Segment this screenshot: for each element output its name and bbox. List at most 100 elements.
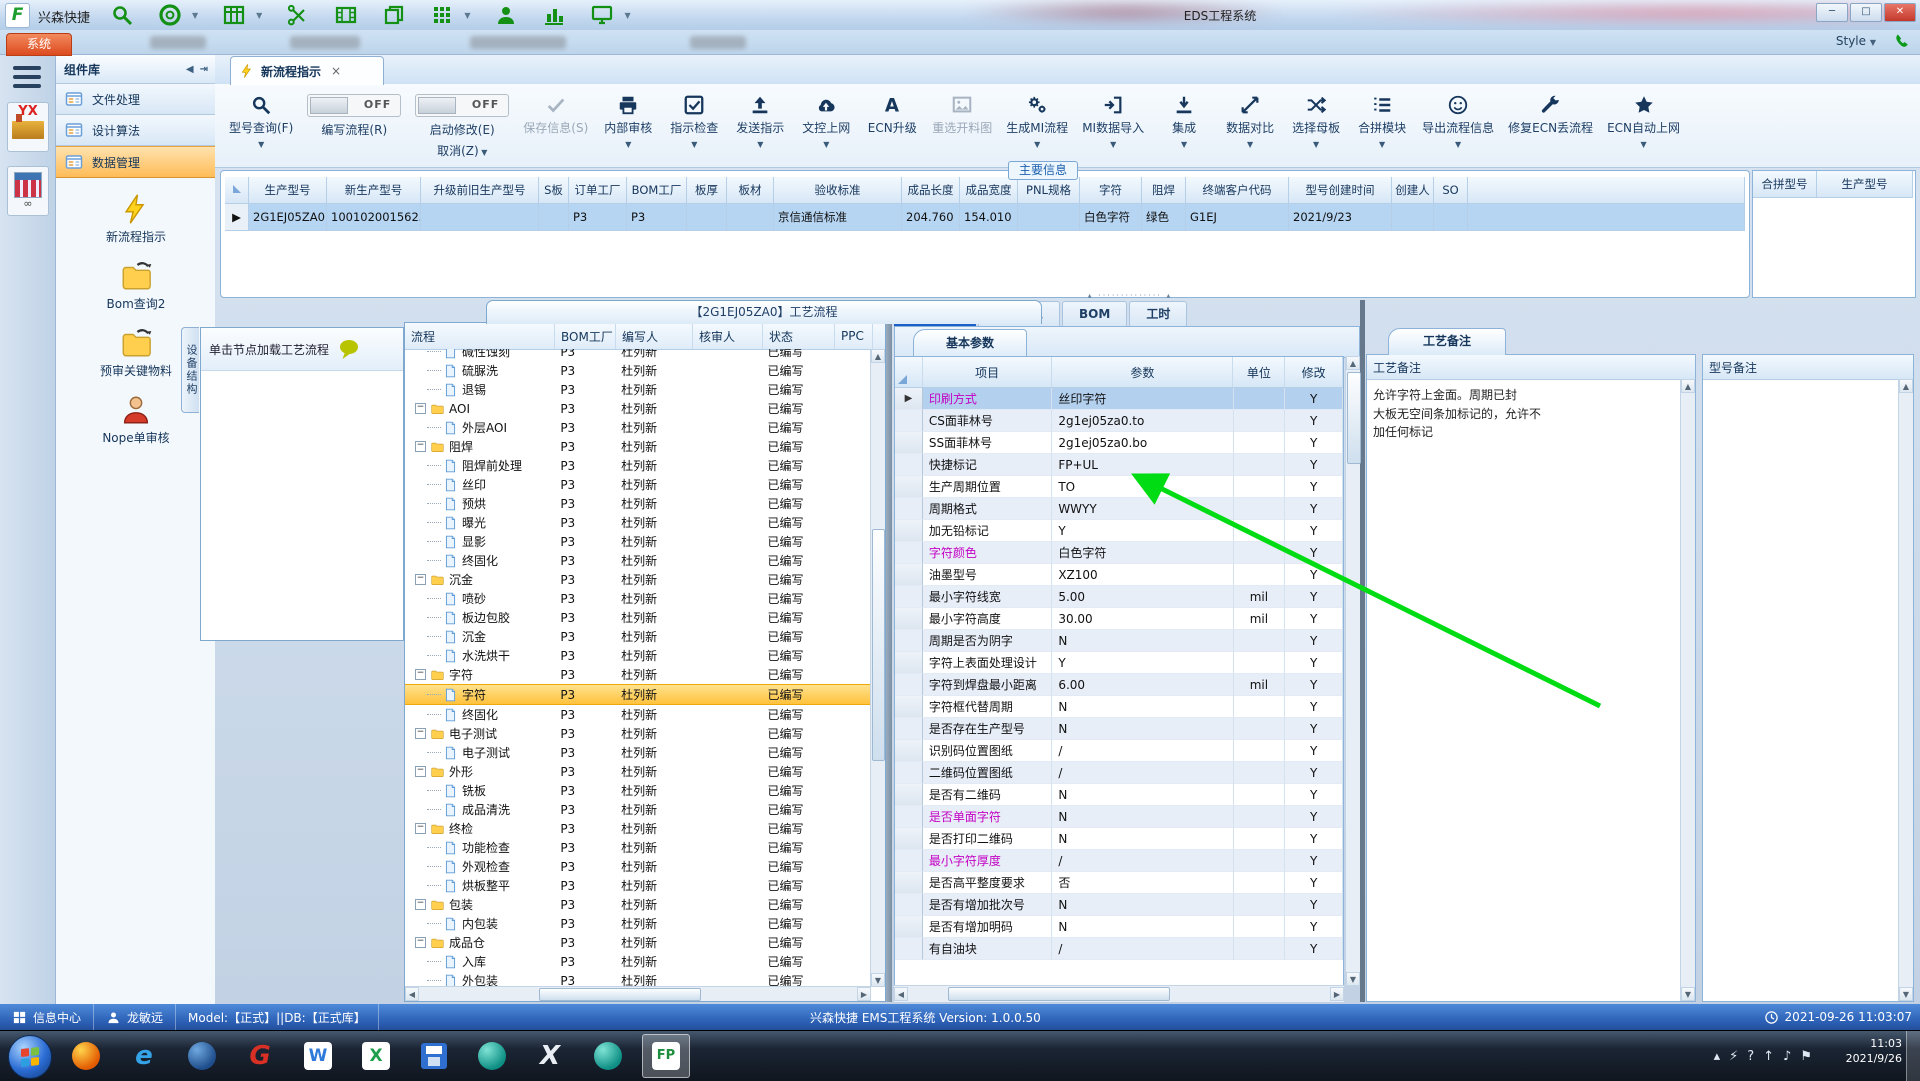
taskbar-app-thunder[interactable] bbox=[178, 1034, 226, 1078]
param-value[interactable]: 30.00 bbox=[1052, 608, 1234, 630]
param-value[interactable]: / bbox=[1052, 762, 1234, 784]
dropdown-arrow-icon[interactable]: ▼ bbox=[625, 140, 632, 149]
tab-new-flow-instruction[interactable]: 新流程指示 × bbox=[230, 56, 384, 85]
taskbar-app-g-tool[interactable]: G bbox=[236, 1034, 284, 1078]
tree-row-终检[interactable]: − 终检 P3 杜列新 已编写 bbox=[405, 819, 871, 838]
redacted-menu-item[interactable] bbox=[290, 36, 360, 49]
param-column-项目[interactable]: 项目 bbox=[923, 357, 1053, 387]
tool-Nope单审核[interactable]: Nope单审核 bbox=[102, 393, 170, 446]
dropdown-arrow-icon[interactable]: ▼ bbox=[757, 140, 764, 149]
ribbon-button-ECN升级[interactable]: A ECN升级 bbox=[866, 94, 918, 136]
param-select-all[interactable] bbox=[895, 357, 923, 387]
column-header-S板[interactable]: S板 bbox=[539, 177, 569, 204]
status-info-center[interactable]: 信息中心 bbox=[0, 1004, 95, 1030]
status-user[interactable]: 龙敏远 bbox=[94, 1004, 177, 1030]
table-icon[interactable] bbox=[222, 3, 246, 27]
param-value[interactable]: N bbox=[1052, 696, 1234, 718]
param-column-参数[interactable]: 参数 bbox=[1052, 357, 1234, 387]
toggle-switch[interactable]: OFF bbox=[307, 94, 402, 117]
param-row-印刷方式[interactable]: ▶ 印刷方式 丝印字符 Y bbox=[895, 388, 1343, 410]
param-row-生产周期位置[interactable]: 生产周期位置 TO Y bbox=[895, 476, 1343, 498]
ribbon-button-指示检查[interactable]: 指示检查 ▼ bbox=[668, 94, 720, 149]
param-value[interactable]: 2g1ej05za0.to bbox=[1052, 410, 1234, 432]
tree-row-外层AOI[interactable]: 外层AOI P3 杜列新 已编写 bbox=[405, 418, 871, 437]
expand-icon[interactable]: − bbox=[415, 936, 426, 948]
taskbar-app-x-tool[interactable]: X bbox=[526, 1034, 574, 1078]
tree-row-显影[interactable]: 显影 P3 杜列新 已编写 bbox=[405, 532, 871, 551]
select-all-cell[interactable] bbox=[225, 177, 249, 204]
param-row-是否有增加批次号[interactable]: 是否有增加批次号 N Y bbox=[895, 894, 1343, 916]
column-header-字符[interactable]: 字符 bbox=[1080, 177, 1142, 204]
scissors-icon[interactable] bbox=[286, 3, 310, 27]
tree-row-入库[interactable]: 入库 P3 杜列新 已编写 bbox=[405, 952, 871, 971]
ribbon-button-编写流程(R)[interactable]: OFF 编写流程(R) bbox=[307, 94, 402, 138]
column-header-SO[interactable]: SO bbox=[1434, 177, 1468, 204]
maximize-button[interactable]: □ bbox=[1850, 3, 1882, 22]
param-value[interactable]: 否 bbox=[1052, 872, 1234, 894]
redacted-menu-item[interactable] bbox=[470, 36, 566, 49]
param-value[interactable]: WWYY bbox=[1052, 498, 1234, 520]
lifebuoy-icon[interactable] bbox=[158, 3, 182, 27]
sidebar-group-设计算法[interactable]: 设计算法 bbox=[56, 115, 216, 146]
monitor-icon[interactable] bbox=[590, 3, 614, 27]
column-header-生产型号[interactable]: 生产型号 bbox=[249, 177, 327, 204]
tree-row-AOI[interactable]: − AOI P3 杜列新 已编写 bbox=[405, 399, 871, 418]
param-vertical-scrollbar[interactable]: ▲ ▼ bbox=[1345, 356, 1361, 986]
param-row-有自油块[interactable]: 有自油块 / Y bbox=[895, 938, 1343, 960]
column-header-型号创建时间[interactable]: 型号创建时间 bbox=[1289, 177, 1392, 204]
tab-工时[interactable]: 工时 bbox=[1129, 301, 1188, 326]
param-row-是否存在生产型号[interactable]: 是否存在生产型号 N Y bbox=[895, 718, 1343, 740]
taskbar-app-media-tool-2[interactable] bbox=[584, 1034, 632, 1078]
network-flag-icon[interactable]: ⚑ bbox=[1800, 1048, 1812, 1064]
monitor-dropdown-icon[interactable]: ▼ bbox=[624, 10, 631, 20]
tool-新流程指示[interactable]: 新流程指示 bbox=[106, 192, 166, 245]
hidden-icons-icon[interactable]: ▴ bbox=[1713, 1048, 1721, 1064]
hamburger-menu-icon[interactable] bbox=[13, 66, 41, 93]
tree-row-烘板整平[interactable]: 烘板整平 P3 杜列新 已编写 bbox=[405, 876, 871, 895]
param-row-加无铅标记[interactable]: 加无铅标记 Y Y bbox=[895, 520, 1343, 542]
param-value[interactable]: 2g1ej05za0.bo bbox=[1052, 432, 1234, 454]
tab-close-icon[interactable]: × bbox=[331, 64, 342, 78]
param-row-CS面菲林号[interactable]: CS面菲林号 2g1ej05za0.to Y bbox=[895, 410, 1343, 432]
tool-预审关键物料[interactable]: 预审关键物料 bbox=[100, 326, 172, 379]
tree-row-成品清洗[interactable]: 成品清洗 P3 杜列新 已编写 bbox=[405, 800, 871, 819]
pin-icon[interactable]: ⇥ bbox=[199, 63, 208, 75]
lifebuoy-dropdown-icon[interactable]: ▼ bbox=[192, 10, 199, 20]
tree-row-外观检查[interactable]: 外观检查 P3 杜列新 已编写 bbox=[405, 857, 871, 876]
param-value[interactable]: N bbox=[1052, 718, 1234, 740]
param-value[interactable]: 白色字符 bbox=[1052, 542, 1234, 564]
param-row-最小字符高度[interactable]: 最小字符高度 30.00 mil Y bbox=[895, 608, 1343, 630]
taskbar-app-wps-writer[interactable]: W bbox=[294, 1034, 342, 1078]
flow-panel-tab[interactable]: 【2G1EJ05ZA0】工艺流程 bbox=[486, 300, 1042, 324]
taskbar-app-media-tool-1[interactable] bbox=[468, 1034, 516, 1078]
param-row-识别码位置图纸[interactable]: 识别码位置图纸 / Y bbox=[895, 740, 1343, 762]
param-row-最小字符厚度[interactable]: 最小字符厚度 / Y bbox=[895, 850, 1343, 872]
redacted-menu-item[interactable] bbox=[690, 36, 746, 49]
tree-row-功能检查[interactable]: 功能检查 P3 杜列新 已编写 bbox=[405, 838, 871, 857]
param-value[interactable]: N bbox=[1052, 630, 1234, 652]
expand-icon[interactable]: − bbox=[415, 668, 426, 680]
column-header-成品宽度[interactable]: 成品宽度 bbox=[960, 177, 1018, 204]
tree-row-沉金[interactable]: − 沉金 P3 杜列新 已编写 bbox=[405, 570, 871, 589]
ribbon-button-发送指示[interactable]: 发送指示 ▼ bbox=[734, 94, 786, 149]
param-value[interactable]: / bbox=[1052, 740, 1234, 762]
tree-row-板边包胶[interactable]: 板边包胶 P3 杜列新 已编写 bbox=[405, 608, 871, 627]
ribbon-button-取消(Z)[interactable]: 取消(Z) ▼ bbox=[437, 144, 488, 158]
param-row-油墨型号[interactable]: 油墨型号 XZ100 Y bbox=[895, 564, 1343, 586]
tree-row-阻焊[interactable]: − 阻焊 P3 杜列新 已编写 bbox=[405, 437, 871, 456]
update-icon[interactable]: ↑ bbox=[1763, 1048, 1775, 1064]
expand-icon[interactable]: − bbox=[415, 402, 426, 414]
ribbon-button-启动修改(E)[interactable]: OFF 启动修改(E) 取消(Z) ▼ bbox=[415, 94, 510, 159]
taskbar-app-wps-sheet[interactable]: X bbox=[352, 1034, 400, 1078]
ribbon-button-内部审核[interactable]: 内部审核 ▼ bbox=[602, 94, 654, 149]
param-value[interactable]: N bbox=[1052, 806, 1234, 828]
model-remarks-scrollbar[interactable]: ▲ ▼ bbox=[1898, 379, 1913, 1001]
column-header-板厚[interactable]: 板厚 bbox=[687, 177, 727, 204]
dropdown-arrow-icon[interactable]: ▼ bbox=[1640, 140, 1647, 149]
ribbon-button-文控上网[interactable]: 文控上网 ▼ bbox=[800, 94, 852, 149]
taskbar-app-firefox[interactable] bbox=[62, 1034, 110, 1078]
tree-row-外包装[interactable]: 外包装 P3 杜列新 已编写 bbox=[405, 971, 871, 987]
taskbar-clock[interactable]: 11:03 2021/9/26 bbox=[1846, 1037, 1902, 1067]
param-value[interactable]: 丝印字符 bbox=[1052, 388, 1234, 410]
remarks-scrollbar[interactable]: ▲ ▼ bbox=[1680, 379, 1695, 1001]
